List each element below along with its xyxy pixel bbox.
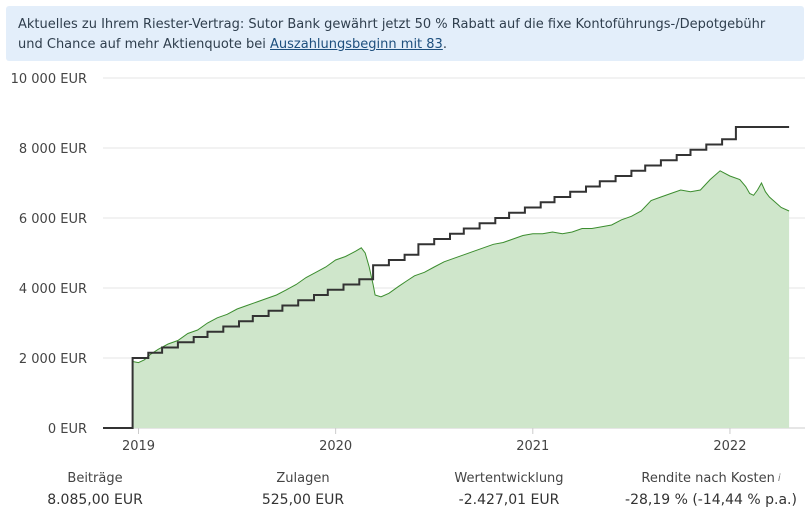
y-tick-label: 10 000 EUR bbox=[11, 72, 87, 87]
stat-contributions-label: Beiträge bbox=[67, 471, 123, 486]
stat-allowances-value: 525,00 EUR bbox=[261, 492, 345, 508]
notice-suffix: . bbox=[442, 37, 447, 52]
stat-return-value: -28,19 % (-14,44 % p.a.) bbox=[625, 492, 797, 508]
summary-stats: Beiträge 8.085,00 EUR Zulagen 525,00 EUR… bbox=[0, 470, 812, 518]
depot-value-line bbox=[103, 170, 790, 429]
stat-performance-label: Wertentwicklung bbox=[454, 471, 564, 486]
stat-performance-value: -2.427,01 EUR bbox=[458, 492, 560, 508]
info-notice: Aktuelles zu Ihrem Riester-Vertrag: Suto… bbox=[6, 6, 804, 61]
y-tick-label: 2 000 EUR bbox=[19, 352, 87, 367]
stat-performance: Wertentwicklung -2.427,01 EUR bbox=[414, 470, 604, 510]
notice-text: Aktuelles zu Ihrem Riester-Vertrag: Suto… bbox=[18, 17, 766, 52]
x-tick-label: 2020 bbox=[319, 439, 352, 454]
y-tick-label: 6 000 EUR bbox=[19, 212, 87, 227]
depot-value-area bbox=[103, 170, 790, 429]
payout-age-link[interactable]: Auszahlungsbeginn mit 83 bbox=[270, 37, 443, 52]
info-icon[interactable]: i bbox=[777, 473, 781, 484]
stat-contributions: Beiträge 8.085,00 EUR bbox=[0, 470, 190, 510]
contribution-line bbox=[103, 126, 790, 429]
stat-return-label: Rendite nach Kosten i bbox=[616, 470, 806, 488]
axes: 0 EUR 2 000 EUR 4 000 EUR 6 000 EUR 8 000 EU… bbox=[11, 72, 747, 454]
stat-contributions-value: 8.085,00 EUR bbox=[47, 492, 143, 508]
stat-allowances: Zulagen 525,00 EUR bbox=[208, 470, 398, 510]
y-tick-label: 8 000 EUR bbox=[19, 142, 87, 157]
x-tick-label: 2022 bbox=[713, 439, 746, 454]
stat-return: Rendite nach Kosten i -28,19 % (-14,44 % … bbox=[616, 470, 806, 510]
x-tick-label: 2021 bbox=[516, 439, 549, 454]
y-tick-label: 4 000 EUR bbox=[19, 282, 87, 297]
x-tick-label: 2019 bbox=[122, 439, 155, 454]
stat-allowances-label: Zulagen bbox=[276, 471, 330, 486]
performance-chart: 0 EUR 2 000 EUR 4 000 EUR 6 000 EUR 8 000 EU… bbox=[11, 72, 805, 454]
stat-return-label-text: Rendite nach Kosten bbox=[641, 471, 775, 486]
y-tick-label: 0 EUR bbox=[48, 422, 87, 437]
depot-value-fill bbox=[103, 170, 790, 429]
contribution-step-line bbox=[103, 126, 790, 429]
